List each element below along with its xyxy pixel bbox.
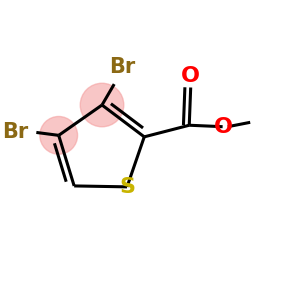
- Text: O: O: [181, 67, 200, 86]
- Text: O: O: [214, 117, 233, 137]
- Text: Br: Br: [109, 57, 136, 77]
- Circle shape: [80, 83, 124, 127]
- Text: S: S: [119, 177, 135, 197]
- Text: Br: Br: [2, 122, 28, 142]
- Circle shape: [40, 116, 78, 154]
